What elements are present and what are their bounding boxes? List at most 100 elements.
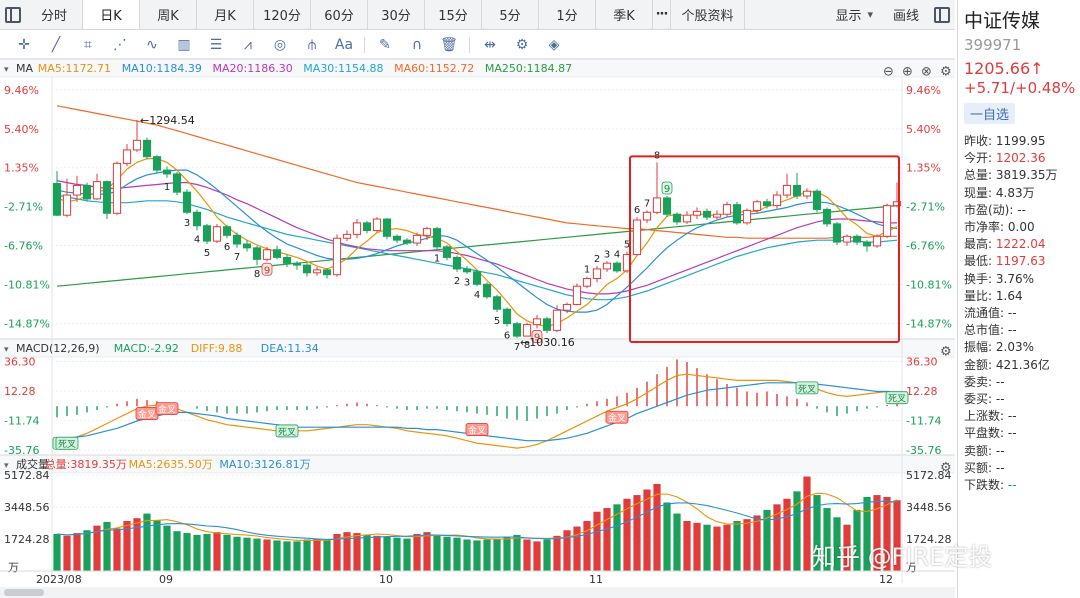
settings-icon[interactable]: ⚙ (515, 36, 529, 53)
zigzag-icon[interactable]: ⩘ (244, 36, 252, 53)
volume-axis-label-left: 5172.84 (4, 469, 50, 482)
tab-period[interactable]: 分时 (26, 0, 83, 29)
quote-colon: : (988, 340, 996, 355)
x-axis-label: 09 (159, 573, 173, 586)
ma60-line (56, 105, 897, 239)
tab-period[interactable]: 周K (140, 0, 197, 29)
volume-bar (213, 532, 221, 571)
tab-period[interactable]: 月K (197, 0, 254, 29)
candle-body (842, 235, 852, 243)
price-axis-label-right: 1.35% (906, 162, 941, 175)
macd-axis-label-left: -11.74 (4, 415, 39, 428)
trash-icon[interactable]: 🗑 (440, 36, 458, 53)
zoom-in-icon[interactable]: ⊕ (902, 65, 913, 80)
td-count-label: 7 (514, 342, 520, 353)
candle-body (462, 268, 472, 273)
candle-body (312, 269, 322, 274)
volume-bar (93, 525, 101, 571)
ma-legend-item: MA10:1184.39 (122, 62, 202, 75)
death-cross-badge: 死叉 (888, 394, 906, 405)
candle-body (552, 309, 562, 331)
wave-icon[interactable]: ∿ (146, 36, 158, 53)
candle-body (862, 241, 872, 247)
quote-row: 委买: -- (964, 391, 1074, 408)
right-panel-toggle[interactable] (929, 0, 955, 29)
macd-legend-item: DEA:11.34 (261, 342, 319, 355)
watermark: 知乎 @FIRE定投 (812, 543, 993, 571)
grid-lines-icon[interactable]: ▥ (177, 36, 191, 53)
volume-bar (323, 540, 331, 571)
td-count-label: 1 (584, 265, 590, 276)
candle-body (582, 278, 592, 287)
tab-period[interactable]: 季K (596, 0, 653, 29)
td-count-label: 4 (614, 249, 620, 260)
line-tool-icon[interactable]: ╱ (51, 36, 61, 53)
candle-body (712, 213, 722, 218)
cycle-icon[interactable]: ◎ (273, 36, 287, 53)
volume-ma5-line (56, 492, 898, 541)
panel-settings-icon[interactable]: ⚙ (940, 65, 952, 80)
quote-colon: : (1000, 426, 1008, 441)
quote-colon: : (988, 443, 996, 458)
stock-info-tab[interactable]: 个股资料 (671, 0, 745, 29)
volume-bar (103, 521, 111, 571)
volume-bar (263, 539, 271, 571)
quote-colon: : (988, 271, 996, 286)
volume-axis-label-left: 3448.56 (4, 501, 50, 514)
tab-period[interactable]: 15分 (425, 0, 482, 29)
candle-body (412, 234, 422, 244)
volume-bar (893, 500, 901, 571)
macd-axis-label-right: 12.28 (906, 385, 938, 398)
td-nine-box (661, 181, 673, 195)
candle-body (852, 235, 862, 243)
candle-body (802, 190, 812, 197)
horizontal-arrows-icon[interactable]: ⇹ (484, 36, 496, 53)
volume-bar (643, 489, 651, 571)
panel-settings-icon[interactable]: ⚙ (940, 345, 952, 360)
more-periods-button[interactable]: ··· (653, 0, 671, 29)
candle-body (322, 269, 332, 276)
quote-row: 现量: 4.83万 (964, 185, 1074, 202)
candle-body (152, 156, 162, 171)
fork-icon[interactable]: ⫛ (307, 36, 317, 53)
quote-key: 振幅 (964, 340, 989, 355)
draw-lines-button[interactable]: 画线 (892, 9, 919, 24)
zoom-out-icon[interactable]: ⊖ (883, 65, 894, 80)
candle-body (522, 324, 532, 337)
fan-icon[interactable]: ⋰ (113, 36, 127, 53)
quote-value: 3819.35万 (995, 168, 1058, 183)
volume-bar (543, 539, 551, 571)
quote-key: 平盘数 (964, 426, 1001, 441)
tab-period[interactable]: 5分 (482, 0, 539, 29)
tab-period[interactable]: 1分 (539, 0, 596, 29)
panel-settings-icon[interactable]: ⚙ (940, 461, 952, 476)
tab-period[interactable]: 60分 (311, 0, 368, 29)
crop-icon[interactable]: ⌗ (84, 36, 92, 53)
display-label: 显示 (835, 9, 862, 24)
kline-chart[interactable]: ▾ MA MA5:1172.71 MA10:1184.39 MA20:1186.30 MA… (0, 59, 955, 598)
price-axis-label-left: -2.71% (4, 201, 43, 214)
scrollbar-thumb[interactable] (4, 589, 44, 596)
candle-body (562, 303, 572, 311)
add-watchlist-button[interactable]: 一自选 (964, 103, 1016, 124)
tab-period[interactable]: 120分 (254, 0, 311, 29)
volume-bar (873, 495, 881, 571)
price-change: +5.71/+0.48% (964, 79, 1076, 97)
highlight-box (629, 155, 900, 344)
tab-period[interactable]: 30分 (368, 0, 425, 29)
left-panel-toggle[interactable] (0, 0, 26, 29)
candle-body (122, 149, 132, 164)
macd-collapse-icon: ▾ (4, 345, 9, 355)
tab-period[interactable]: 日K (83, 0, 140, 29)
channel-icon[interactable]: ☰ (209, 36, 223, 53)
last-price: 1205.66↑ (964, 59, 1044, 78)
crosshair-icon[interactable]: ✛ (18, 36, 30, 53)
quote-row: 上涨数: -- (964, 408, 1074, 425)
display-dropdown[interactable]: 显示 ▾ (825, 0, 883, 29)
text-tool-icon[interactable]: Aa (334, 36, 354, 53)
close-icon[interactable]: ⊗ (921, 65, 932, 80)
layers-icon[interactable]: ◈ (548, 36, 560, 53)
magnet-icon[interactable]: ∩ (411, 36, 423, 53)
volume-bar (133, 518, 141, 571)
eraser-icon[interactable]: ✎ (379, 36, 391, 53)
